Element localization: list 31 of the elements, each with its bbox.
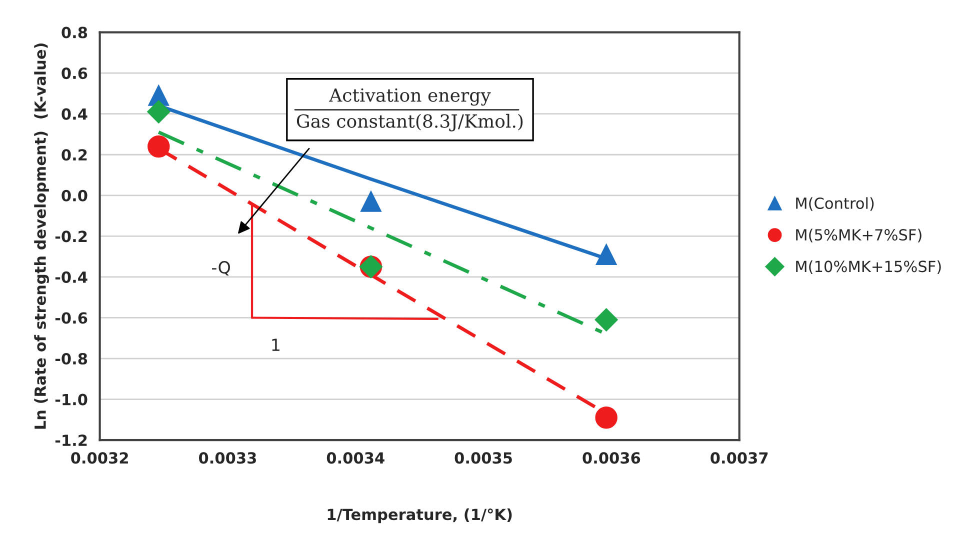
point (147, 100, 170, 124)
point (596, 244, 617, 265)
y-tick-label: 0.6 (62, 68, 88, 80)
point (595, 406, 618, 429)
annotation: 1 (272, 338, 280, 351)
y-tick-label: -0.2 (55, 230, 87, 242)
x-axis-title: 1/Temperature, (1/°K) (328, 508, 512, 524)
point (594, 308, 618, 332)
x-tick-label: 0.0033 (198, 452, 256, 464)
legend-label: M(Control) (796, 197, 874, 211)
x-tick-label: 0.0036 (582, 452, 640, 464)
y-tick-label: -0.4 (55, 271, 88, 283)
annotation: -Q (212, 261, 230, 276)
x-tick-label: 0.0034 (326, 452, 384, 464)
y-axis-title: Ln (Rate of strength development) (K-value) (34, 44, 50, 429)
point (148, 135, 170, 158)
legend-label: M(10%MK+15%SF) (796, 260, 941, 274)
y-tick-label: -1.0 (55, 394, 88, 406)
y-tick-label: 0.0 (62, 190, 88, 202)
x-tick-label: 0.0035 (454, 452, 512, 464)
x-tick-label: 0.0032 (71, 452, 128, 464)
x-tick-label: 0.0037 (710, 452, 768, 464)
y-tick-label: -0.8 (55, 352, 88, 365)
y-tick-label: 0.2 (62, 149, 87, 161)
legend-label: M(5%MK+7%SF) (796, 228, 922, 242)
y-tick-label: 0.8 (62, 26, 88, 38)
point (360, 191, 382, 212)
y-tick-label: 0.4 (62, 108, 88, 120)
annotation: Activation energy Gas constant(8.3J/Kmol.) (296, 88, 523, 132)
y-tick-label: -1.2 (55, 434, 87, 446)
y-tick-label: -0.6 (55, 312, 88, 324)
